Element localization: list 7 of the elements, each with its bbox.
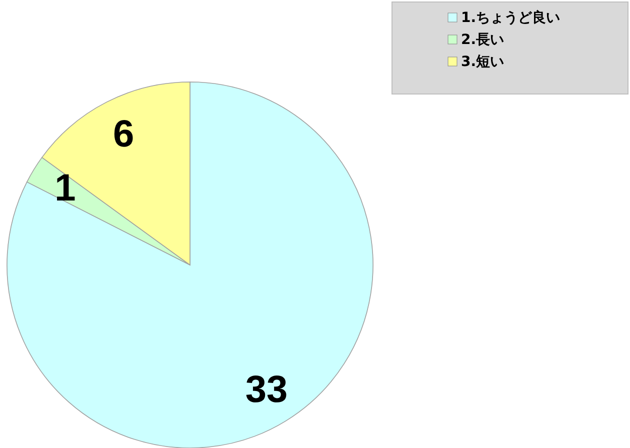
data-label: 1 <box>54 168 76 210</box>
legend-label: 3.短い <box>461 54 504 70</box>
legend-label: 2.長い <box>461 32 504 48</box>
pie-slice <box>6 82 374 448</box>
data-label: 6 <box>112 114 134 156</box>
legend-label: 1.ちょうど良い <box>461 9 560 26</box>
data-label: 33 <box>245 368 288 411</box>
